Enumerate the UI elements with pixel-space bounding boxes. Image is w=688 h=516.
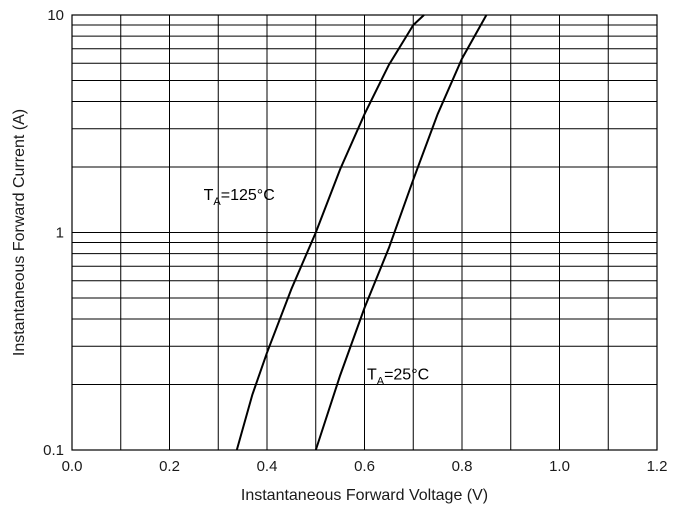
x-tick-label: 0.8 [452,458,473,475]
x-tick-label: 1.2 [647,458,668,475]
x-tick-label: 1.0 [549,458,570,475]
y-tick-label: 10 [47,7,64,24]
y-tick-label: 1 [56,225,64,242]
x-tick-label: 0.4 [257,458,278,475]
grid-lines [72,15,657,450]
curve-label: TA=25°C [367,366,429,387]
series-lines [235,14,488,451]
curve-annotations: TA=125°C TA=25°C [204,187,430,387]
curve-label: TA=125°C [204,187,275,208]
y-axis-label: Instantaneous Forward Current (A) [11,109,28,356]
x-tick-label: 0.6 [354,458,375,475]
plot-frame [71,14,658,451]
x-axis-label: Instantaneous Forward Voltage (V) [241,487,488,504]
series-line-2 [314,14,488,451]
x-tick-label: 0.0 [62,458,83,475]
y-tick-labels: 0.1 1 10 [43,7,64,459]
series-line-1 [235,14,425,451]
x-tick-label: 0.2 [159,458,180,475]
y-tick-label: 0.1 [43,442,64,459]
x-tick-labels: 0.0 0.2 0.4 0.6 0.8 1.0 1.2 [62,458,668,475]
